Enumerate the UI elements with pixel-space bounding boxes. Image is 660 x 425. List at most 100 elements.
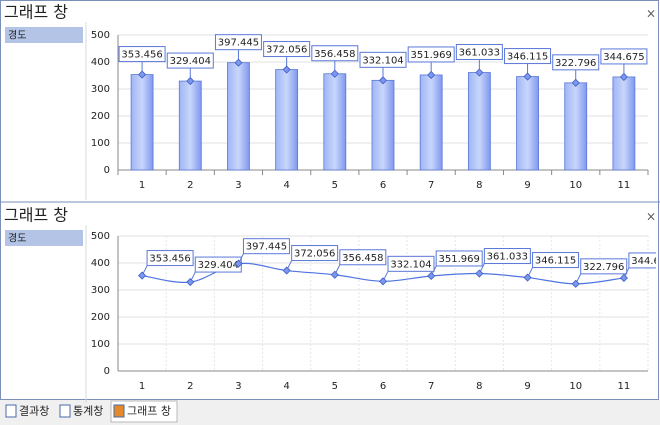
value-label: 356.458 <box>342 253 383 264</box>
tab-label[interactable]: 그래프 창 <box>127 405 171 418</box>
x-tick-label: 3 <box>235 180 241 191</box>
value-label-box <box>552 54 600 71</box>
x-tick-label: 2 <box>187 180 193 191</box>
value-label: 397.445 <box>246 242 287 253</box>
data-marker <box>234 259 243 268</box>
x-tick-label: 7 <box>428 381 434 392</box>
bar <box>516 76 539 171</box>
x-tick-label: 9 <box>524 381 530 392</box>
value-label: 361.033 <box>487 252 528 263</box>
x-tick-label: 8 <box>476 180 482 191</box>
value-label: 332.104 <box>390 259 431 270</box>
data-marker <box>378 277 388 286</box>
value-label-box <box>628 252 656 269</box>
tab-icon <box>5 404 17 418</box>
value-label-box <box>600 48 648 65</box>
chart-panel: 그래프 창 × 경도 0 100 200 300 400 500 1 2 3 4 5 6 7 8 9 10 11 353… <box>4 206 656 403</box>
value-label-box <box>580 258 628 275</box>
value-label: 356.458 <box>314 49 355 60</box>
tab-label[interactable]: 통계창 <box>73 405 103 418</box>
data-marker <box>571 279 580 288</box>
x-tick-label: 6 <box>380 381 386 392</box>
y-tick-label: 500 <box>91 231 110 242</box>
value-label-box <box>118 46 166 63</box>
data-marker <box>378 76 388 85</box>
value-label: 397.445 <box>218 38 259 49</box>
x-tick-label: 11 <box>618 381 631 392</box>
x-tick-label: 1 <box>139 180 145 191</box>
y-tick-label: 300 <box>91 84 110 95</box>
series-list-item[interactable] <box>5 230 83 246</box>
y-tick-label: 100 <box>91 138 110 149</box>
series-list-item[interactable] <box>5 27 83 43</box>
x-tick-label: 5 <box>332 180 338 191</box>
value-label: 346.115 <box>507 52 548 63</box>
bar <box>130 74 154 171</box>
x-tick-label: 11 <box>618 180 631 191</box>
value-label-box <box>146 250 194 267</box>
bar <box>564 82 588 171</box>
value-label-box <box>532 252 580 269</box>
value-label-box <box>291 245 339 262</box>
data-marker <box>475 269 484 278</box>
value-label: 344.675 <box>603 52 644 63</box>
value-label: 351.969 <box>439 254 480 265</box>
close-button[interactable]: × <box>646 7 656 21</box>
bar <box>275 69 299 171</box>
data-marker <box>186 76 195 86</box>
value-label-box <box>387 255 435 272</box>
data-marker <box>138 70 147 79</box>
data-marker <box>282 266 291 275</box>
value-label-box <box>214 34 262 51</box>
bar <box>371 79 395 171</box>
value-label-box <box>407 46 455 63</box>
tab-label[interactable]: 결과창 <box>19 405 49 418</box>
value-label: 332.104 <box>362 55 403 66</box>
bar <box>227 62 250 171</box>
chart-panel: 그래프 창 × 경도 0 100 200 300 400 500 1 2 3 4 5 6 7 8 9 10 11 353… <box>4 3 656 200</box>
data-marker <box>427 271 436 281</box>
x-tick-label: 8 <box>476 381 482 392</box>
value-label: 372.056 <box>294 249 335 260</box>
data-marker <box>475 68 484 77</box>
data-marker <box>186 277 195 287</box>
value-label-box <box>455 44 503 61</box>
value-label: 372.056 <box>266 45 307 56</box>
series-name: 경도 <box>8 29 26 42</box>
value-label-box <box>359 51 407 68</box>
data-marker <box>523 72 532 81</box>
value-label: 329.404 <box>198 260 239 271</box>
x-tick-label: 3 <box>235 381 241 392</box>
y-tick-label: 0 <box>104 366 110 377</box>
panel-title: 그래프 창 <box>4 206 68 225</box>
y-tick-label: 200 <box>91 312 110 323</box>
series-name: 경도 <box>8 232 26 245</box>
bar <box>323 73 347 171</box>
x-tick-label: 10 <box>569 381 582 392</box>
value-label-box <box>504 48 552 65</box>
data-marker <box>330 270 339 279</box>
y-tick-label: 400 <box>91 258 110 269</box>
tab-icon <box>113 404 125 418</box>
value-label-box <box>166 52 214 69</box>
y-tick-label: 500 <box>91 30 110 41</box>
value-label: 361.033 <box>459 48 500 59</box>
y-tick-label: 100 <box>91 339 110 350</box>
data-marker <box>619 72 628 82</box>
data-marker <box>234 58 243 67</box>
x-tick-label: 9 <box>524 180 530 191</box>
value-label: 351.969 <box>411 50 452 61</box>
panel-title: 그래프 창 <box>4 3 68 22</box>
data-marker <box>282 65 291 74</box>
value-label: 329.404 <box>170 56 211 67</box>
y-tick-label: 200 <box>91 111 110 122</box>
close-button[interactable]: × <box>646 210 656 224</box>
value-label: 346.115 <box>535 256 576 267</box>
value-label-box <box>311 45 359 62</box>
tab-active[interactable] <box>110 400 178 423</box>
bar <box>178 80 202 171</box>
x-tick-label: 5 <box>332 381 338 392</box>
data-marker <box>330 69 339 78</box>
value-label-box <box>483 248 531 265</box>
